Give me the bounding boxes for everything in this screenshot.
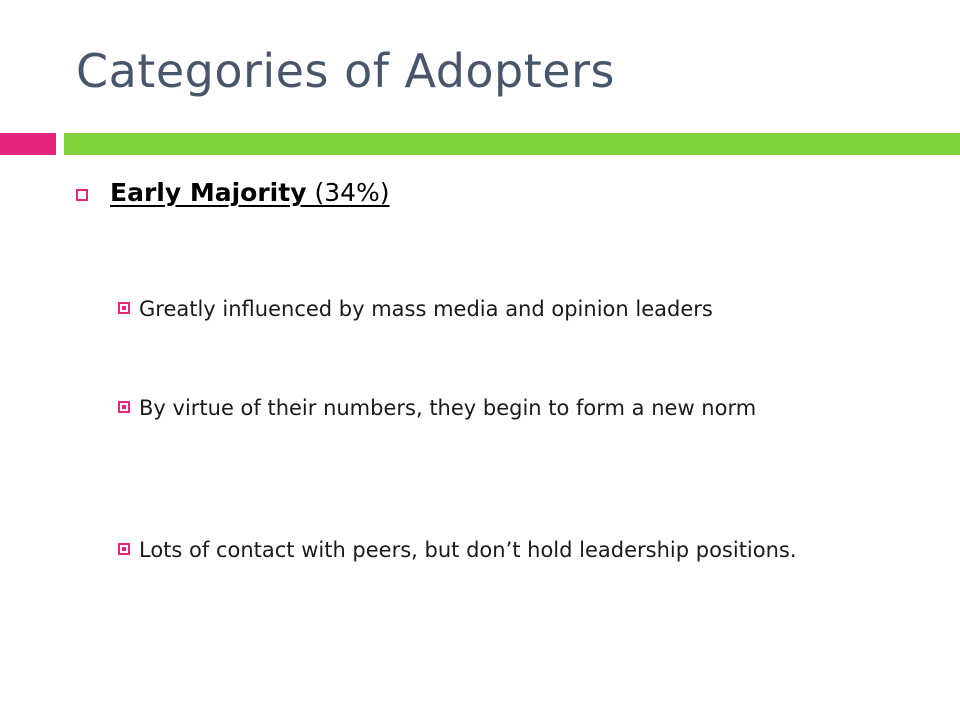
hollow-square-bullet-icon: [76, 188, 88, 201]
slide-title: Categories of Adopters: [76, 44, 615, 98]
heading-percent: (34%): [314, 178, 390, 207]
accent-bar-green: [64, 133, 960, 155]
list-item-text: Greatly influenced by mass media and opi…: [139, 297, 713, 321]
list-item-text: By virtue of their numbers, they begin t…: [139, 396, 757, 420]
heading-bullet: Early Majority (34%): [76, 178, 390, 207]
list-item: Lots of contact with peers, but don’t ho…: [118, 532, 878, 568]
heading-label: Early Majority: [110, 178, 307, 207]
list-item-text: Lots of contact with peers, but don’t ho…: [139, 538, 797, 562]
filled-square-bullet-icon: [118, 401, 130, 413]
list-item: Greatly influenced by mass media and opi…: [118, 291, 908, 327]
filled-square-bullet-icon: [118, 302, 130, 314]
filled-square-bullet-icon: [118, 543, 130, 555]
accent-bar-pink: [0, 133, 56, 155]
list-item: By virtue of their numbers, they begin t…: [118, 390, 908, 426]
